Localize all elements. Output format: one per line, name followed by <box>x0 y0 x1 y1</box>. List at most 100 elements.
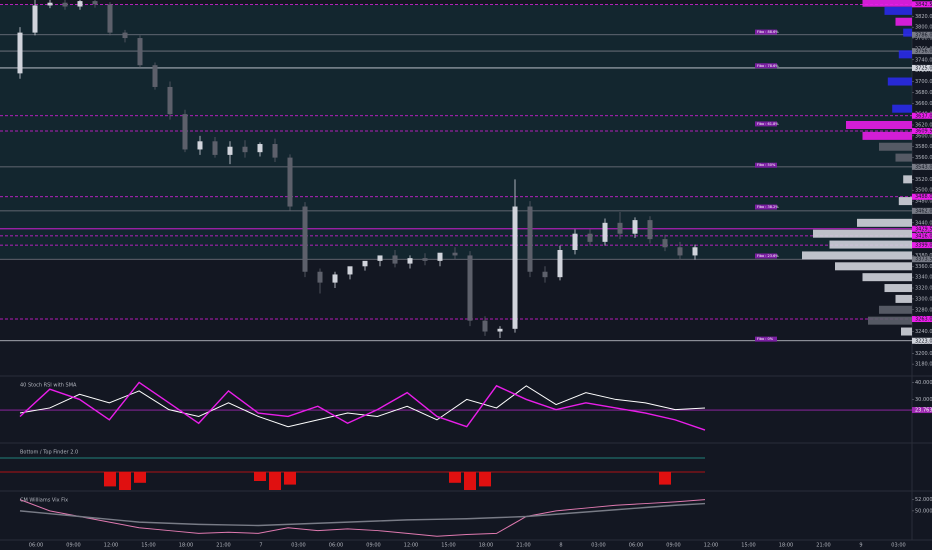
volume-profile-bar <box>846 121 912 129</box>
volume-profile-bar <box>898 50 912 59</box>
volume-profile-bar <box>857 218 912 227</box>
y-tick-label: 3180.0 <box>915 362 932 368</box>
candle-body <box>317 271 323 283</box>
x-tick-label: 21:00 <box>216 543 230 549</box>
candle-body <box>92 1 98 5</box>
y-tick-label: 3480.0 <box>915 199 932 205</box>
indicator-line <box>19 385 706 428</box>
fibo-label: Fibo : 50% <box>757 163 776 167</box>
indicator-line <box>19 381 706 431</box>
volume-profile-bar <box>835 262 912 271</box>
price-level-tag <box>912 337 932 344</box>
price-level-tag <box>912 242 932 249</box>
y-tick-label: 3660.0 <box>915 101 932 107</box>
price-level-label: 3756.0 <box>915 49 932 55</box>
candle-body <box>17 32 23 74</box>
price-level-label: 3842.5 <box>915 2 932 8</box>
volume-profile-bar <box>895 294 912 303</box>
candle-body <box>332 274 338 283</box>
price-level-tag <box>912 48 932 55</box>
x-tick-label: 06:00 <box>629 543 643 549</box>
y-tick-label: 3720.0 <box>915 68 932 74</box>
candle-body <box>497 328 503 332</box>
y-tick-label: 3620.0 <box>915 123 932 129</box>
price-level-tag <box>912 316 932 323</box>
candle-body <box>542 271 548 278</box>
fibo-label: Fibo : 23.6% <box>757 254 779 258</box>
volume-profile-bar <box>895 17 912 26</box>
x-tick-label: 21:00 <box>816 543 830 549</box>
price-level-tag <box>912 225 932 232</box>
signal-bar <box>464 472 476 490</box>
signal-bar <box>134 472 146 483</box>
candle-body <box>407 258 413 264</box>
x-tick-label: 15:00 <box>741 543 755 549</box>
candle-body <box>137 38 143 66</box>
candle-body <box>422 258 428 261</box>
price-level-label: 3609.5 <box>915 128 932 134</box>
pane-title: Bottom / Top Finder 2.0 <box>20 450 78 456</box>
price-level-tag <box>912 207 932 214</box>
pane-title: CM Williams Vix Fix <box>20 498 68 504</box>
volume-profile-bar <box>898 197 912 206</box>
y-tick-label: 52.0000 <box>915 497 932 503</box>
y-tick-label: 50.0000 <box>915 508 932 514</box>
candle-body <box>257 144 263 153</box>
x-tick-label: 15:00 <box>141 543 155 549</box>
y-tick-label: 30.0000 <box>915 397 932 403</box>
candle-body <box>302 206 308 272</box>
price-level-tag <box>912 112 932 119</box>
indicator-line <box>19 502 706 527</box>
volume-profile-bar <box>884 6 912 15</box>
candle-body <box>482 320 488 332</box>
candle-body <box>47 2 53 6</box>
candle-body <box>242 146 248 153</box>
x-tick-label: 18:00 <box>779 543 793 549</box>
pane-title: 40 Stoch RSI with SMA <box>20 383 77 389</box>
fibo-label: Fibo : 0% <box>757 337 774 341</box>
signal-bar <box>119 472 131 490</box>
volume-profile-bar <box>862 273 912 282</box>
candle-body <box>662 239 668 248</box>
x-tick-label: 7 <box>259 543 262 549</box>
y-tick-label: 3820.0 <box>915 14 932 20</box>
y-tick-label: 40.0000 <box>915 380 932 386</box>
fibo-tag <box>755 253 777 259</box>
candle-body <box>62 2 68 7</box>
price-level-label: 3543.0 <box>915 164 932 170</box>
price-level-label: 3462.0 <box>915 208 932 214</box>
volume-profile-bar <box>879 305 912 314</box>
volume-profile-bar <box>862 131 912 140</box>
candle-body <box>77 1 83 7</box>
fibo-tag <box>755 121 777 127</box>
y-tick-label: 3300.0 <box>915 296 932 302</box>
candle-body <box>377 255 383 261</box>
price-level-tag <box>912 31 932 38</box>
candle-body <box>587 233 593 242</box>
candle-body <box>182 114 188 150</box>
signal-bar <box>104 472 116 487</box>
price-level-label: 3399.0 <box>915 243 932 249</box>
fibo-tag <box>755 63 777 69</box>
price-level-tag <box>912 64 932 71</box>
price-level-label: 3429.5 <box>915 226 932 232</box>
candle-body <box>122 32 128 39</box>
y-tick-label: 3360.0 <box>915 264 932 270</box>
candle-body <box>557 250 563 278</box>
x-tick-label: 03:00 <box>291 543 305 549</box>
x-tick-label: 06:00 <box>29 543 43 549</box>
price-level-label: 3725.0 <box>915 65 932 71</box>
price-level-label: 3786.0 <box>915 32 932 38</box>
candle-body <box>197 141 203 150</box>
fibo-tag <box>755 162 777 168</box>
x-tick-label: 15:00 <box>441 543 455 549</box>
volume-profile-bar <box>887 77 912 86</box>
y-tick-label: 3520.0 <box>915 177 932 183</box>
candle-body <box>212 141 218 155</box>
reference-tag <box>912 407 932 414</box>
signal-bar <box>659 472 671 485</box>
signal-bar <box>449 472 461 483</box>
volume-profile-bar <box>868 316 912 325</box>
signal-bar <box>269 472 281 490</box>
